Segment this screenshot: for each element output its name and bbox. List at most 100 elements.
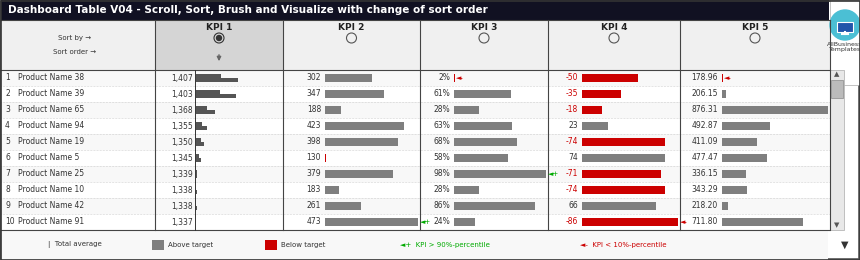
Bar (722, 202, 728, 210)
Text: -74: -74 (566, 185, 578, 194)
Text: -74: -74 (566, 138, 578, 146)
Bar (1, 102, 830, 118)
Text: 86%: 86% (433, 202, 450, 211)
Bar (196, 154, 199, 158)
Bar (722, 154, 767, 162)
Bar (265, 240, 277, 250)
Text: 1: 1 (5, 74, 9, 82)
Bar (325, 74, 372, 82)
Text: 63%: 63% (433, 121, 450, 131)
Text: 411.09: 411.09 (691, 138, 718, 146)
Text: Product Name 91: Product Name 91 (18, 218, 84, 226)
Text: 28%: 28% (433, 185, 450, 194)
Bar (325, 90, 384, 98)
Circle shape (217, 36, 222, 41)
Bar (582, 170, 661, 178)
Text: Product Name 65: Product Name 65 (18, 106, 84, 114)
Bar (325, 202, 360, 210)
Text: 1,355: 1,355 (171, 121, 193, 131)
Text: ▼: ▼ (834, 222, 839, 228)
Bar (1, 0, 829, 20)
Text: 1,339: 1,339 (171, 170, 193, 179)
Text: 302: 302 (306, 74, 321, 82)
Text: 74: 74 (568, 153, 578, 162)
Text: Above target: Above target (168, 242, 213, 248)
Bar (1, 134, 830, 150)
Text: 261: 261 (307, 202, 321, 211)
Bar (196, 174, 197, 178)
Text: Templates: Templates (829, 47, 860, 52)
Bar (582, 218, 678, 226)
Bar (454, 122, 513, 131)
Bar (454, 218, 475, 226)
Bar (831, 80, 843, 98)
Text: 423: 423 (306, 121, 321, 131)
Bar (1, 150, 830, 166)
Text: Product Name 19: Product Name 19 (18, 138, 84, 146)
Text: 8: 8 (5, 185, 9, 194)
Text: 1,407: 1,407 (171, 74, 193, 82)
Text: KPI 2: KPI 2 (338, 23, 365, 31)
Bar (1, 182, 830, 198)
Text: Product Name 10: Product Name 10 (18, 185, 84, 194)
Text: Below target: Below target (281, 242, 325, 248)
Text: 6: 6 (5, 153, 9, 162)
Text: -35: -35 (566, 89, 578, 99)
Text: KPI 5: KPI 5 (742, 23, 768, 31)
Text: 1,345: 1,345 (171, 153, 193, 162)
Bar (582, 202, 655, 210)
Bar (1, 198, 830, 214)
Bar (196, 106, 207, 109)
Bar (582, 138, 665, 146)
Text: ◄-  KPI < 10%-percentile: ◄- KPI < 10%-percentile (580, 242, 666, 248)
Text: Product Name 5: Product Name 5 (18, 153, 79, 162)
Bar (196, 79, 238, 82)
Text: Product Name 39: Product Name 39 (18, 89, 84, 99)
Text: 2%: 2% (438, 74, 450, 82)
Bar (582, 74, 638, 82)
Text: 68%: 68% (433, 138, 450, 146)
Text: Product Name 38: Product Name 38 (18, 74, 84, 82)
Bar (1, 86, 830, 102)
Bar (1, 118, 830, 134)
Bar (1, 20, 830, 70)
Text: -50: -50 (566, 74, 578, 82)
Bar (454, 74, 455, 82)
Bar (196, 158, 200, 162)
Bar (454, 138, 517, 146)
Text: 7: 7 (5, 170, 9, 179)
Text: 130: 130 (306, 153, 321, 162)
Text: Product Name 94: Product Name 94 (18, 121, 84, 131)
Bar (325, 106, 341, 114)
Bar (722, 74, 723, 82)
Bar (722, 90, 726, 98)
Text: KPI 3: KPI 3 (470, 23, 497, 31)
Bar (722, 106, 828, 114)
Text: 206.15: 206.15 (691, 89, 718, 99)
Text: -71: -71 (566, 170, 578, 179)
Bar (582, 90, 621, 98)
Text: ◄+: ◄+ (548, 171, 559, 177)
Text: 398: 398 (306, 138, 321, 146)
Bar (454, 170, 546, 178)
Bar (1, 214, 830, 230)
Text: 492.87: 492.87 (691, 121, 718, 131)
Bar (582, 122, 608, 131)
Text: Dashboard Table V04 - Scroll, Sort, Brush and Visualize with change of sort orde: Dashboard Table V04 - Scroll, Sort, Brus… (8, 5, 488, 15)
Text: 711.80: 711.80 (691, 218, 718, 226)
Text: 4: 4 (5, 121, 9, 131)
Text: 23: 23 (568, 121, 578, 131)
Text: 178.96: 178.96 (691, 74, 718, 82)
Bar (582, 106, 602, 114)
Text: ▲: ▲ (834, 71, 839, 77)
Bar (325, 154, 326, 162)
Bar (722, 138, 758, 146)
Bar (196, 74, 221, 77)
Bar (196, 126, 206, 131)
Text: 10: 10 (5, 218, 15, 226)
Text: 1,338: 1,338 (171, 185, 193, 194)
Bar (454, 154, 507, 162)
Bar (155, 20, 283, 70)
Bar (722, 186, 747, 194)
Text: 1,338: 1,338 (171, 202, 193, 211)
